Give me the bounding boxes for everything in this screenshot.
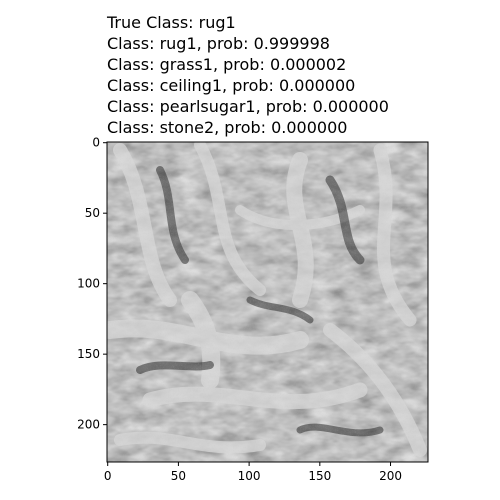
prediction-5-label: Class: stone2, prob: 0.000000 [107,118,348,137]
x-tick-label: 100 [238,469,261,483]
x-axis: 0 50 100 150 200 [104,462,402,483]
axes-frame [106,141,429,463]
y-tick-label: 100 [77,277,100,291]
true-class-label: True Class: rug1 [107,13,236,32]
x-tick-label: 0 [104,469,112,483]
y-tick-label: 0 [92,136,100,150]
figure-title: True Class: rug1 Class: rug1, prob: 0.99… [107,12,389,138]
y-tick-label: 150 [77,347,100,361]
y-axis: 0 50 100 150 200 [77,136,107,432]
prediction-4-label: Class: pearlsugar1, prob: 0.000000 [107,97,389,116]
prediction-3-label: Class: ceiling1, prob: 0.000000 [107,76,356,95]
x-tick-label: 150 [308,469,331,483]
y-tick-label: 50 [85,206,100,220]
x-tick-label: 200 [379,469,402,483]
prediction-2-label: Class: grass1, prob: 0.000002 [107,55,347,74]
x-tick-label: 50 [171,469,186,483]
prediction-1-label: Class: rug1, prob: 0.999998 [107,34,330,53]
y-tick-label: 200 [77,418,100,432]
texture-image [107,142,428,462]
